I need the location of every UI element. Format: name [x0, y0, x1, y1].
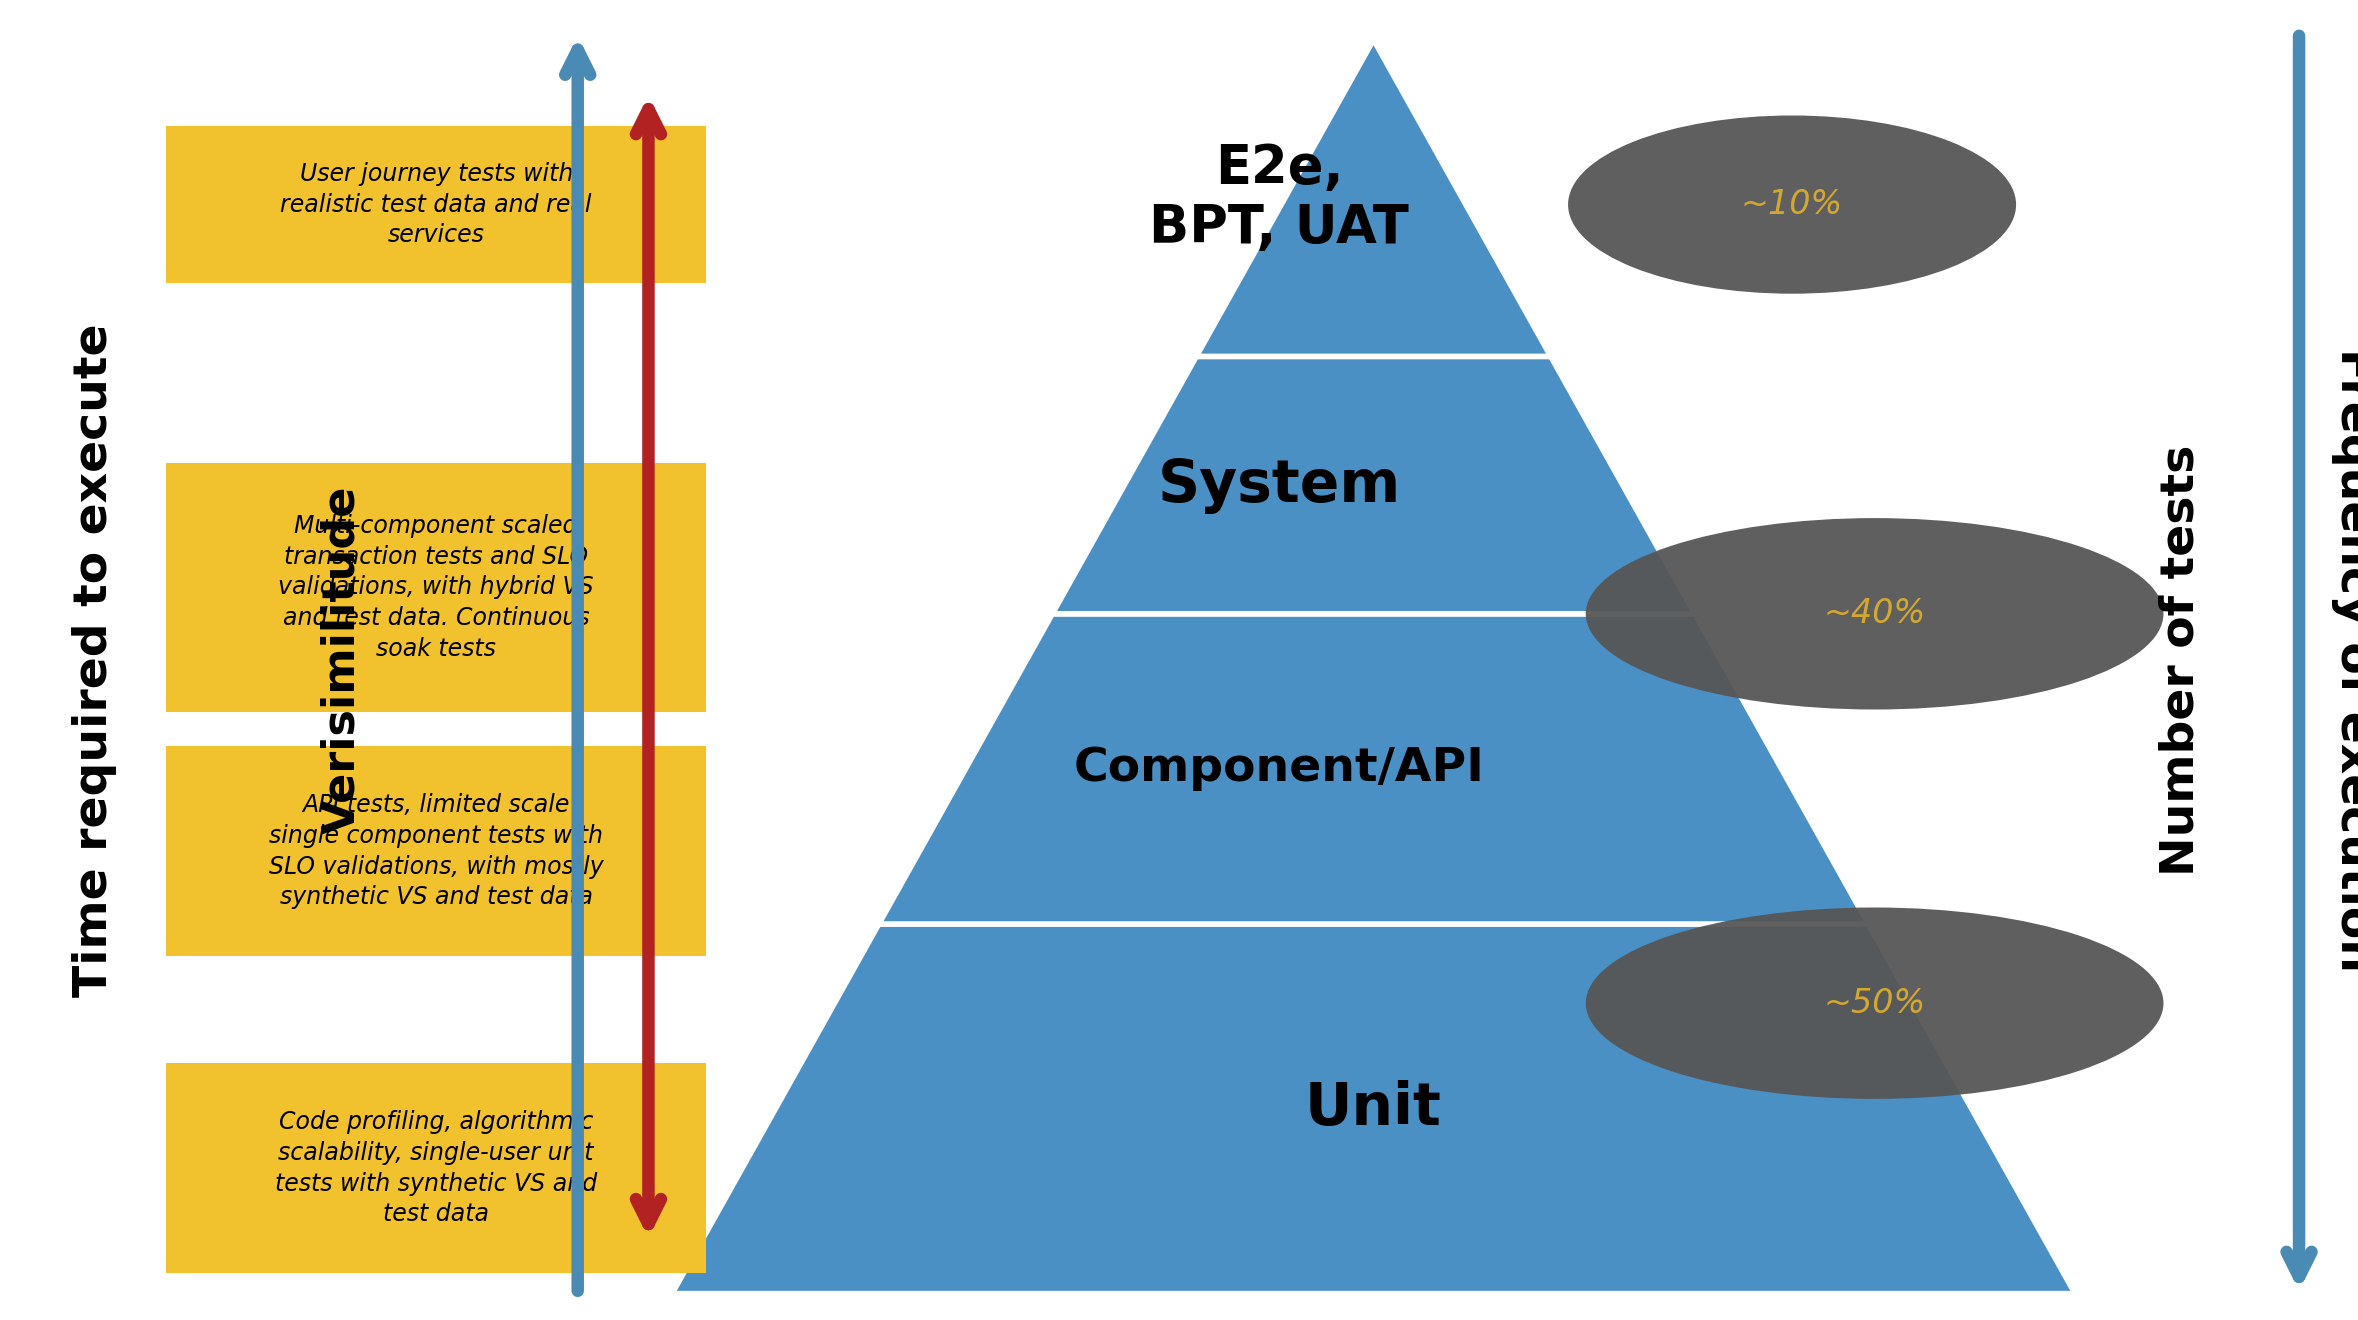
Text: Time required to execute: Time required to execute: [71, 323, 118, 997]
Text: User journey tests with
realistic test data and real
services: User journey tests with realistic test d…: [281, 162, 592, 247]
Text: ~10%: ~10%: [1740, 189, 1844, 222]
Text: ~40%: ~40%: [1823, 597, 1926, 630]
FancyBboxPatch shape: [165, 747, 707, 956]
Polygon shape: [1196, 40, 1552, 356]
Text: API tests, limited scale
single component tests with
SLO validations, with mostl: API tests, limited scale single componen…: [269, 793, 604, 909]
Text: Number of tests: Number of tests: [2158, 445, 2205, 875]
Text: E2e,
BPT, UAT: E2e, BPT, UAT: [1148, 143, 1410, 253]
FancyBboxPatch shape: [165, 463, 707, 713]
Polygon shape: [672, 924, 2075, 1294]
Text: Component/API: Component/API: [1073, 746, 1486, 792]
Ellipse shape: [1568, 116, 2016, 294]
Text: Code profiling, algorithmic
scalability, single-user unit
tests with synthetic V: Code profiling, algorithmic scalability,…: [276, 1110, 597, 1226]
Text: Unit: Unit: [1304, 1080, 1443, 1138]
Ellipse shape: [1585, 908, 2165, 1098]
Text: Verisimilitude: Verisimilitude: [321, 486, 363, 834]
FancyBboxPatch shape: [165, 125, 707, 284]
Ellipse shape: [1585, 517, 2165, 710]
Polygon shape: [880, 614, 1868, 924]
Text: Multi-component scaled
transaction tests and SLO
validations, with hybrid VS
and: Multi-component scaled transaction tests…: [278, 513, 594, 661]
Text: System: System: [1158, 457, 1401, 513]
FancyBboxPatch shape: [165, 1064, 707, 1272]
Polygon shape: [1052, 356, 1695, 614]
Text: ~50%: ~50%: [1823, 987, 1926, 1019]
Text: Frequency of execution: Frequency of execution: [2330, 348, 2358, 972]
